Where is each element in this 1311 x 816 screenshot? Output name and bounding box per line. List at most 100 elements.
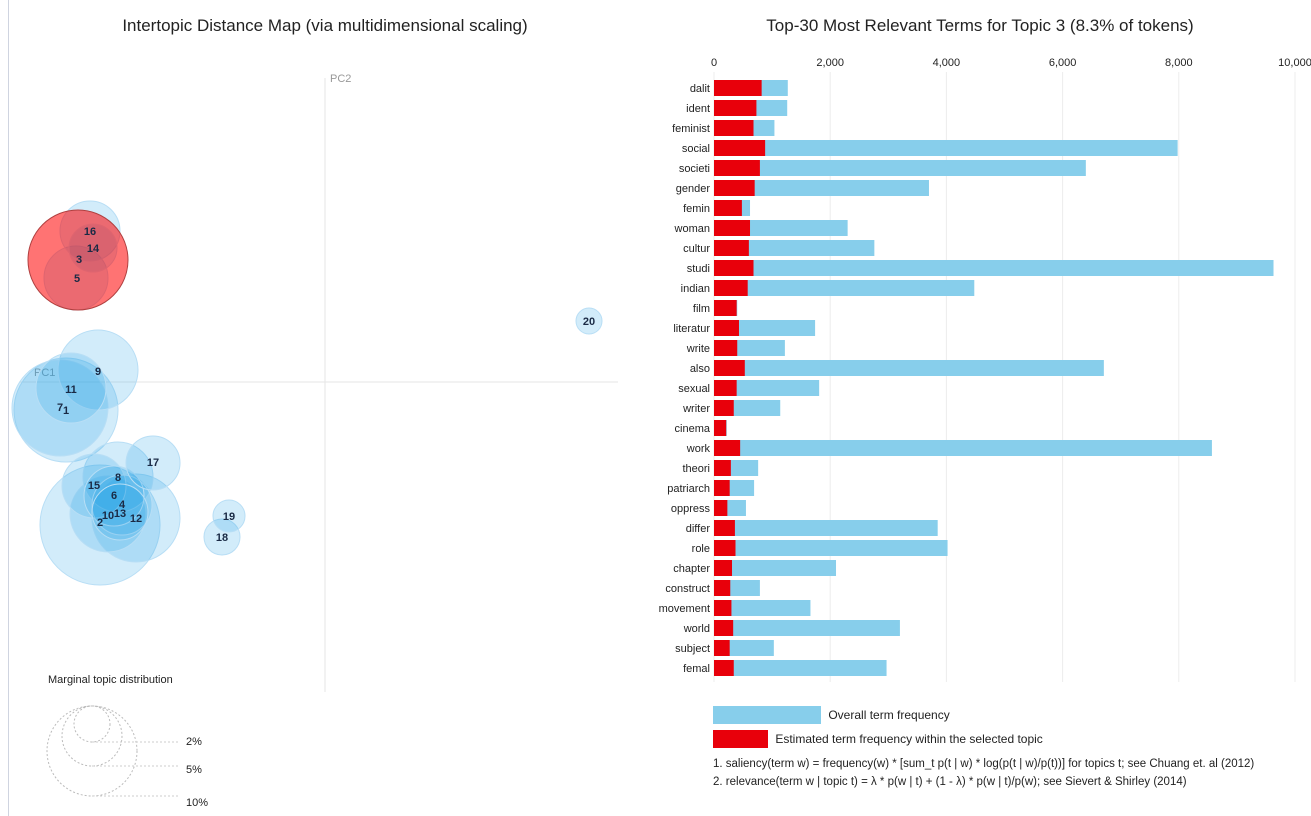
panel-border — [8, 0, 9, 816]
estimated-bar-chapter — [714, 560, 733, 576]
topic-label-5: 5 — [74, 273, 80, 285]
topic-label-15: 15 — [88, 480, 100, 492]
legend-estimated: Estimated term frequency within the sele… — [713, 730, 1043, 748]
x-tick-label: 6,000 — [1049, 57, 1077, 69]
topic-circle-20 — [575, 307, 603, 335]
estimated-bar-movement — [714, 600, 732, 616]
overall-bar-studi — [714, 260, 1274, 276]
topic-circle-13 — [91, 483, 149, 541]
topic-circle-11 — [35, 352, 107, 424]
overall-bar-world — [714, 620, 900, 636]
topic-label-19: 19 — [223, 511, 235, 523]
topic-circle-3 — [27, 209, 129, 311]
intertopic-distance-map: PC2PC11234567891011121314151617181920Mar… — [11, 73, 618, 809]
term-label-role: role — [692, 543, 710, 555]
term-label-dalit: dalit — [690, 83, 710, 95]
estimated-bar-also — [714, 360, 745, 376]
estimated-bar-work — [714, 440, 741, 456]
term-label-ident: ident — [686, 103, 710, 115]
topic-label-7: 7 — [57, 402, 63, 414]
term-label-also: also — [690, 363, 710, 375]
estimated-bar-dalit — [714, 80, 762, 96]
relevance-note: 2. relevance(term w | topic t) = λ * p(w… — [713, 776, 1187, 788]
legend-estimated-label: Estimated term frequency within the sele… — [775, 732, 1043, 746]
estimated-bar-femal — [714, 660, 734, 676]
top-terms-title: Top-30 Most Relevant Terms for Topic 3 (… — [766, 16, 1194, 35]
term-label-work: work — [686, 443, 711, 455]
x-tick-label: 0 — [711, 57, 717, 69]
term-label-construct: construct — [665, 583, 710, 595]
topic-label-11: 11 — [65, 384, 77, 396]
term-label-movement: movement — [659, 603, 710, 615]
size-legend-circle — [61, 705, 123, 767]
estimated-bar-social — [714, 140, 766, 156]
overall-bar-movement — [714, 600, 811, 616]
size-legend-title: Marginal topic distribution — [48, 674, 173, 686]
term-label-femin: femin — [683, 203, 710, 215]
topic-label-9: 9 — [95, 366, 101, 378]
term-label-chapter: chapter — [673, 563, 710, 575]
estimated-bar-film — [714, 300, 737, 316]
estimated-bar-femin — [714, 200, 742, 216]
topic-label-8: 8 — [115, 472, 121, 484]
topic-circle-19 — [212, 499, 246, 533]
overall-bar-indian — [714, 280, 975, 296]
estimated-bar-studi — [714, 260, 754, 276]
overall-bar-femal — [714, 660, 887, 676]
estimated-bar-world — [714, 620, 734, 636]
estimated-bar-writer — [714, 400, 734, 416]
topic-label-13: 13 — [114, 508, 126, 520]
legend-estimated-swatch — [713, 730, 768, 748]
term-label-gender: gender — [676, 183, 711, 195]
size-legend-circle — [46, 705, 138, 797]
overall-bar-chapter — [714, 560, 837, 576]
term-label-femal: femal — [683, 663, 710, 675]
term-label-differ: differ — [686, 523, 711, 535]
pc2-axis-label: PC2 — [330, 73, 351, 85]
legend-overall: Overall term frequency — [713, 706, 950, 724]
estimated-bar-woman — [714, 220, 751, 236]
term-label-sexual: sexual — [678, 383, 710, 395]
x-tick-label: 8,000 — [1165, 57, 1193, 69]
size-legend-circle — [73, 705, 111, 743]
term-label-writer: writer — [682, 403, 710, 415]
size-legend-label: 10% — [186, 797, 208, 809]
term-label-literatur: literatur — [673, 323, 710, 335]
term-label-cultur: cultur — [683, 243, 710, 255]
estimated-bar-cinema — [714, 420, 727, 436]
term-label-world: world — [683, 623, 710, 635]
topic-label-10: 10 — [102, 510, 114, 522]
term-label-write: write — [686, 343, 710, 355]
estimated-bar-differ — [714, 520, 735, 536]
term-label-oppress: oppress — [671, 503, 711, 515]
topic-label-2: 2 — [97, 517, 103, 529]
topic-label-20: 20 — [583, 316, 595, 328]
size-legend-label: 5% — [186, 764, 202, 776]
topic-label-16: 16 — [84, 226, 96, 238]
overall-bar-social — [714, 140, 1178, 156]
top-terms-bar-chart: 0 2,000 4,000 6,000 8,000 10,000 dalit ident fem… — [659, 57, 1311, 682]
x-tick-label: 4,000 — [933, 57, 961, 69]
estimated-bar-construct — [714, 580, 731, 596]
topic-label-1: 1 — [63, 405, 69, 417]
term-label-patriarch: patriarch — [667, 483, 710, 495]
topic-circle-17 — [125, 435, 181, 491]
topic-label-17: 17 — [147, 457, 159, 469]
intertopic-map-title: Intertopic Distance Map (via multidimens… — [122, 16, 528, 35]
topic-circle-6 — [83, 465, 145, 527]
topic-label-14: 14 — [87, 243, 100, 255]
x-tick-label: 2,000 — [816, 57, 844, 69]
estimated-bar-feminist — [714, 120, 754, 136]
term-label-social: social — [682, 143, 710, 155]
estimated-bar-gender — [714, 180, 755, 196]
term-label-studi: studi — [687, 263, 710, 275]
topic-circle-8 — [82, 441, 154, 513]
overall-bar-societi — [714, 160, 1086, 176]
term-label-subject: subject — [675, 643, 710, 655]
topic-label-6: 6 — [111, 490, 117, 502]
topic-label-4: 4 — [119, 499, 126, 511]
term-label-feminist: feminist — [672, 123, 710, 135]
x-tick-label: 10,000 — [1278, 57, 1311, 69]
pc1-axis-label: PC1 — [34, 367, 55, 379]
